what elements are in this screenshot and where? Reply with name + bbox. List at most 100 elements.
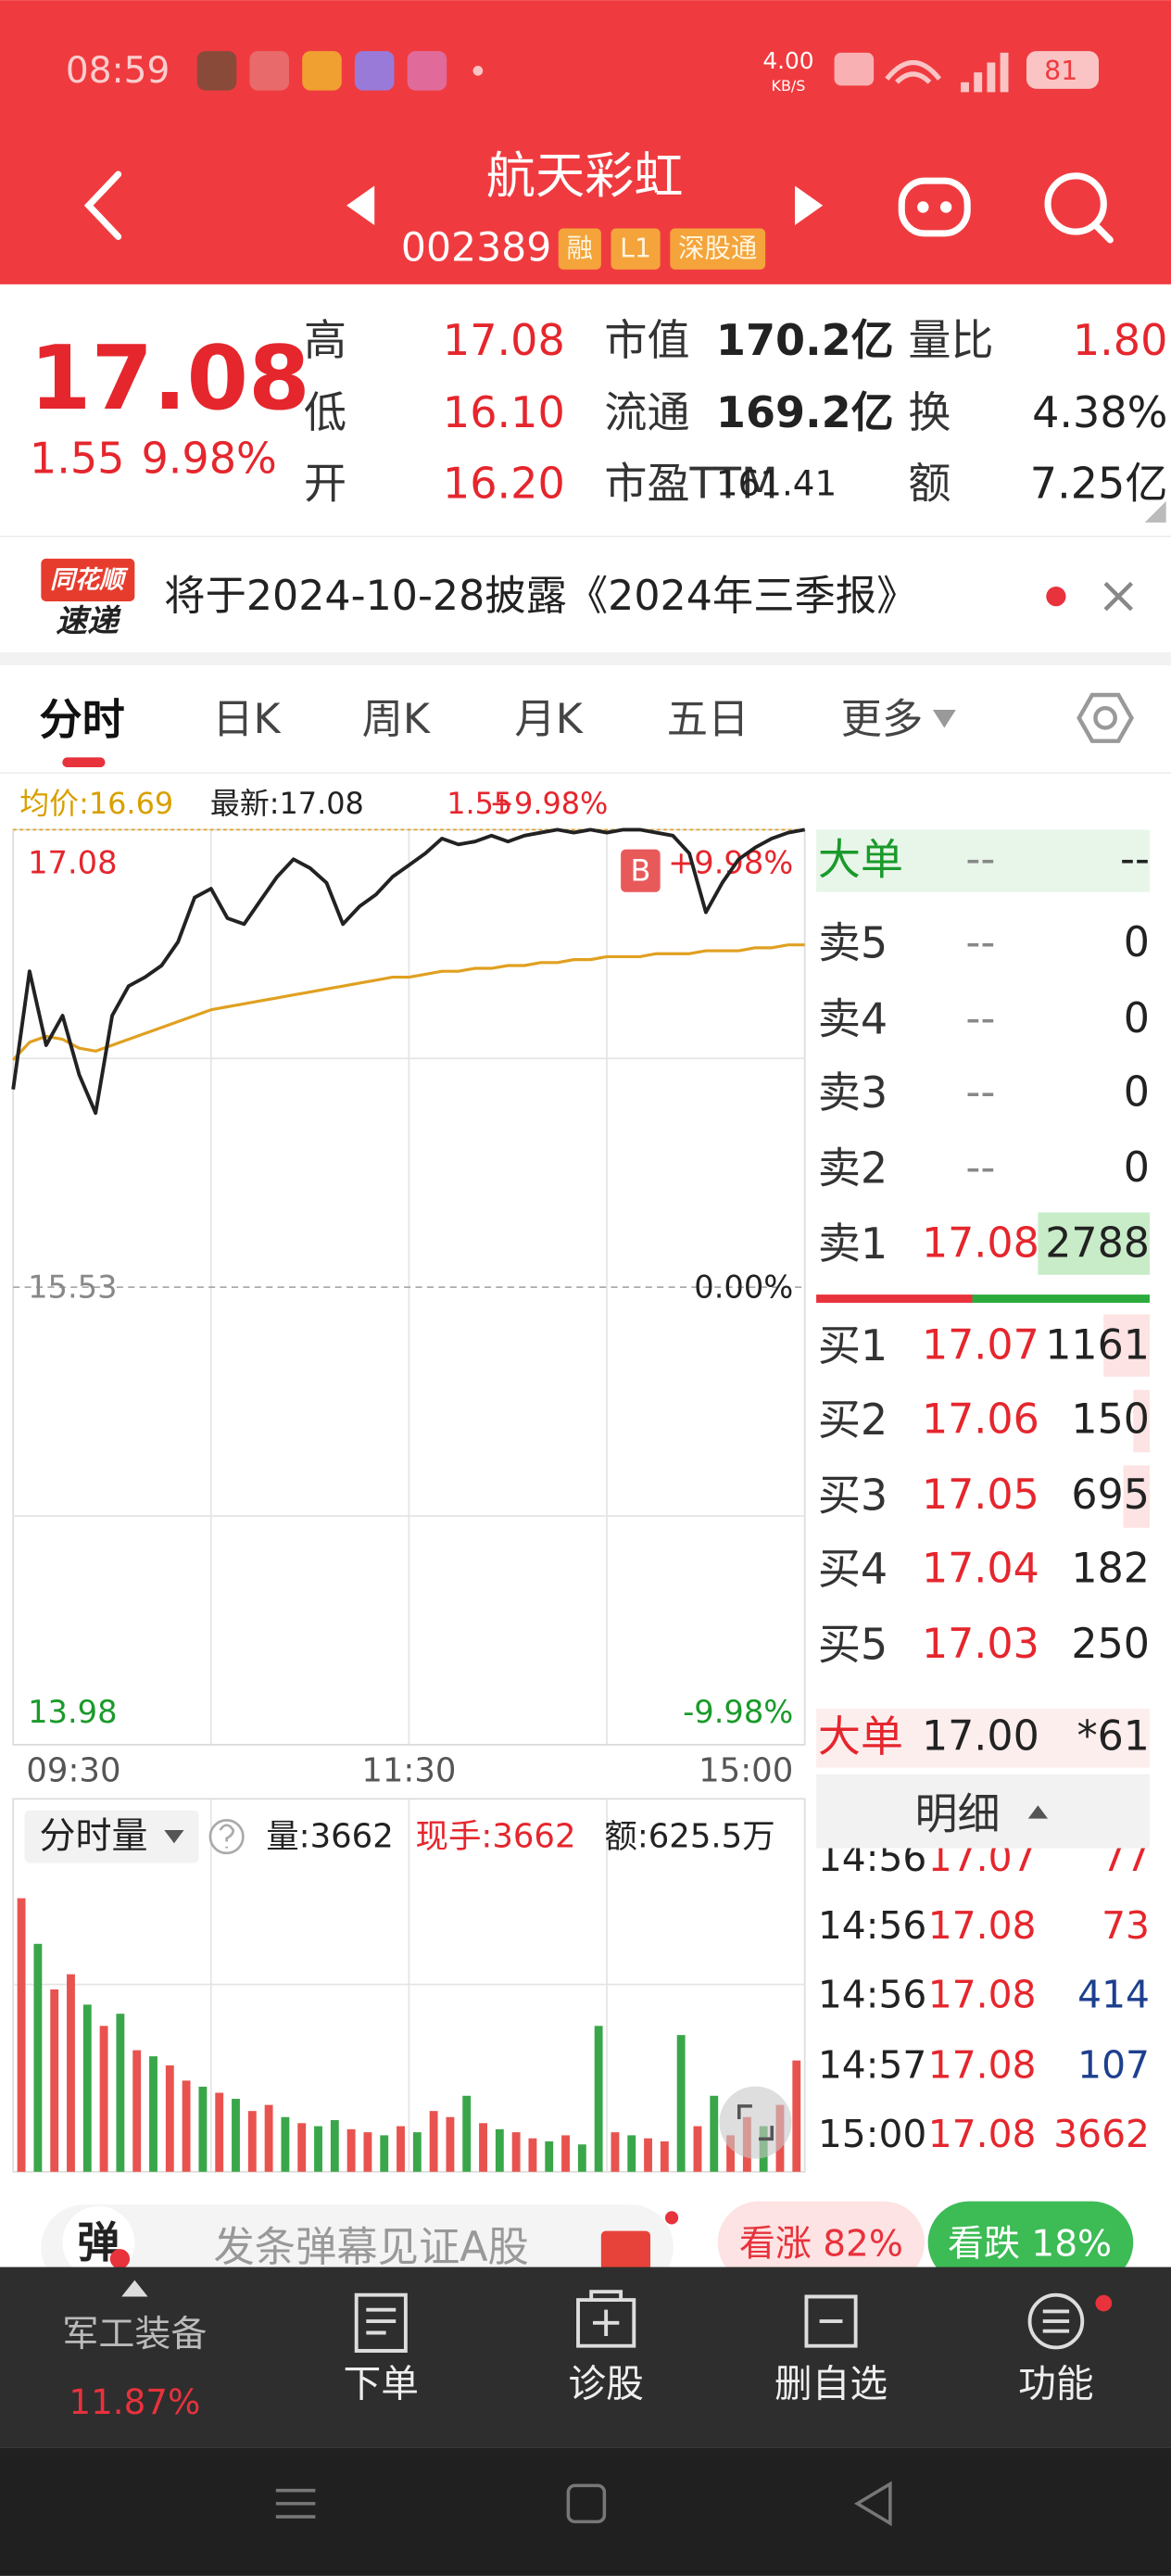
sys-menu[interactable] <box>275 2488 316 2519</box>
volume-bar <box>710 2095 719 2172</box>
chart-tab[interactable]: 分时 <box>40 695 125 745</box>
book-price: -- <box>965 919 995 966</box>
next-stock[interactable] <box>795 185 824 226</box>
volume-bar <box>660 2140 669 2172</box>
sys-back[interactable] <box>853 2481 892 2527</box>
section-gap <box>0 651 1171 666</box>
nav-item[interactable]: 功能 <box>1018 2361 1094 2406</box>
zoom-button[interactable] <box>719 2086 792 2159</box>
price-change-pct: 9.98% <box>141 434 276 484</box>
book-volume: 182 <box>1071 1546 1150 1593</box>
stat-label: 换 <box>908 387 951 437</box>
ask-volume-bg <box>1038 1212 1150 1275</box>
net-unit: KB/S <box>772 77 806 95</box>
book-price: 17.04 <box>922 1546 1039 1593</box>
battery <box>1026 51 1099 89</box>
signal-bar <box>974 72 983 93</box>
chart-tab[interactable]: 周K <box>362 696 431 743</box>
chart-tab[interactable]: 日K <box>212 696 281 743</box>
book-price: 17.03 <box>922 1621 1039 1668</box>
stat-value: 169.2亿 <box>716 387 894 437</box>
detail-tab[interactable]: 明细 <box>914 1788 1000 1838</box>
tag-bg <box>558 228 601 270</box>
volume-bar <box>611 2132 620 2172</box>
wifi-icon <box>885 60 942 84</box>
prev-stock[interactable] <box>346 185 375 226</box>
volume-bar <box>693 2126 702 2172</box>
robot-eye <box>939 201 952 213</box>
trade-volume: 3662 <box>1053 2112 1150 2156</box>
volume-bar <box>99 2026 108 2172</box>
stat-label: 市值 <box>604 315 689 365</box>
volume-value: 量:3662 <box>266 1818 394 1856</box>
stat-value: 7.25亿 <box>1030 458 1168 508</box>
more-arrow <box>932 709 956 728</box>
divider <box>0 772 1171 775</box>
stat-label: 量比 <box>908 315 993 365</box>
book-price: 17.06 <box>922 1395 1039 1443</box>
volume-bar <box>297 2123 307 2172</box>
notice-close[interactable] <box>1103 581 1134 612</box>
volume-bar <box>116 2014 125 2172</box>
book-price: 17.00 <box>922 1712 1039 1760</box>
mode-bg <box>24 1810 199 1863</box>
book-price: -- <box>965 1069 995 1117</box>
book-label: 大单 <box>818 1711 903 1762</box>
app-icon <box>249 51 290 91</box>
sector-arrow <box>121 2279 148 2297</box>
system-nav <box>0 2447 1171 2576</box>
y-tick-label: 17.08 <box>28 844 117 880</box>
volume-bar <box>479 2123 487 2172</box>
book-volume: -- <box>1120 836 1150 883</box>
notice-text[interactable]: 将于2024-10-28披露《2024年三季报》 <box>164 573 917 620</box>
volume-bar <box>380 2135 389 2172</box>
book-volume: 0 <box>1124 1069 1150 1117</box>
app-icon <box>196 51 237 91</box>
book-label: 买1 <box>818 1320 888 1370</box>
bear-pill <box>927 2201 1134 2284</box>
bid-volume-bg <box>1123 1465 1150 1528</box>
stock-tag: L1 <box>620 233 651 263</box>
bar-change: 1.55 <box>447 786 512 821</box>
signal-bar <box>987 62 996 93</box>
volume-bar <box>82 2004 92 2172</box>
nav-item[interactable]: 下单 <box>344 2361 420 2406</box>
volume-bar <box>247 2111 257 2172</box>
volume-mode[interactable]: 分时量 <box>40 1816 148 1858</box>
search-icon[interactable] <box>1044 172 1107 235</box>
chart-tab[interactable]: 更多 <box>841 696 924 743</box>
volume-bar <box>594 2026 603 2172</box>
stat-label: 市盈TTM <box>604 458 777 508</box>
robot-icon <box>898 177 971 237</box>
settings-icon[interactable] <box>1077 692 1135 743</box>
volume-bar <box>182 2080 191 2172</box>
bull-vote[interactable]: 看涨 82% <box>739 2223 903 2265</box>
latest-price: 最新:17.08 <box>210 786 364 821</box>
detail-arrow <box>1027 1805 1049 1819</box>
bear-vote[interactable]: 看跌 18% <box>948 2223 1112 2265</box>
nav-bg <box>0 2267 1171 2448</box>
stock-tag: 融 <box>567 233 593 263</box>
volume-bar <box>627 2135 636 2172</box>
notice-dot <box>1046 587 1066 607</box>
help-icon[interactable] <box>208 1819 245 1855</box>
danmu-placeholder[interactable]: 发条弹幕见证A股 <box>213 2224 528 2271</box>
chart-tab[interactable]: 月K <box>514 696 583 743</box>
diagnose-icon <box>576 2290 636 2348</box>
volume-bar <box>264 2104 273 2172</box>
volume-bar <box>17 1898 26 2172</box>
nav-item[interactable]: 删自选 <box>774 2361 888 2406</box>
signal-bar <box>961 82 969 93</box>
volume-bar <box>446 2116 455 2172</box>
battery-level: 81 <box>1044 56 1077 86</box>
sector-name[interactable]: 军工装备 <box>62 2314 207 2355</box>
split-red <box>816 1294 973 1303</box>
volume-bar <box>198 2086 208 2172</box>
stat-value: 170.2亿 <box>716 315 894 365</box>
price-change: 1.55 <box>30 434 125 484</box>
chart-tab[interactable]: 五日 <box>667 696 749 743</box>
nav-item[interactable]: 诊股 <box>568 2361 644 2406</box>
back-button[interactable] <box>83 170 122 240</box>
book-price: 17.08 <box>922 1220 1039 1268</box>
